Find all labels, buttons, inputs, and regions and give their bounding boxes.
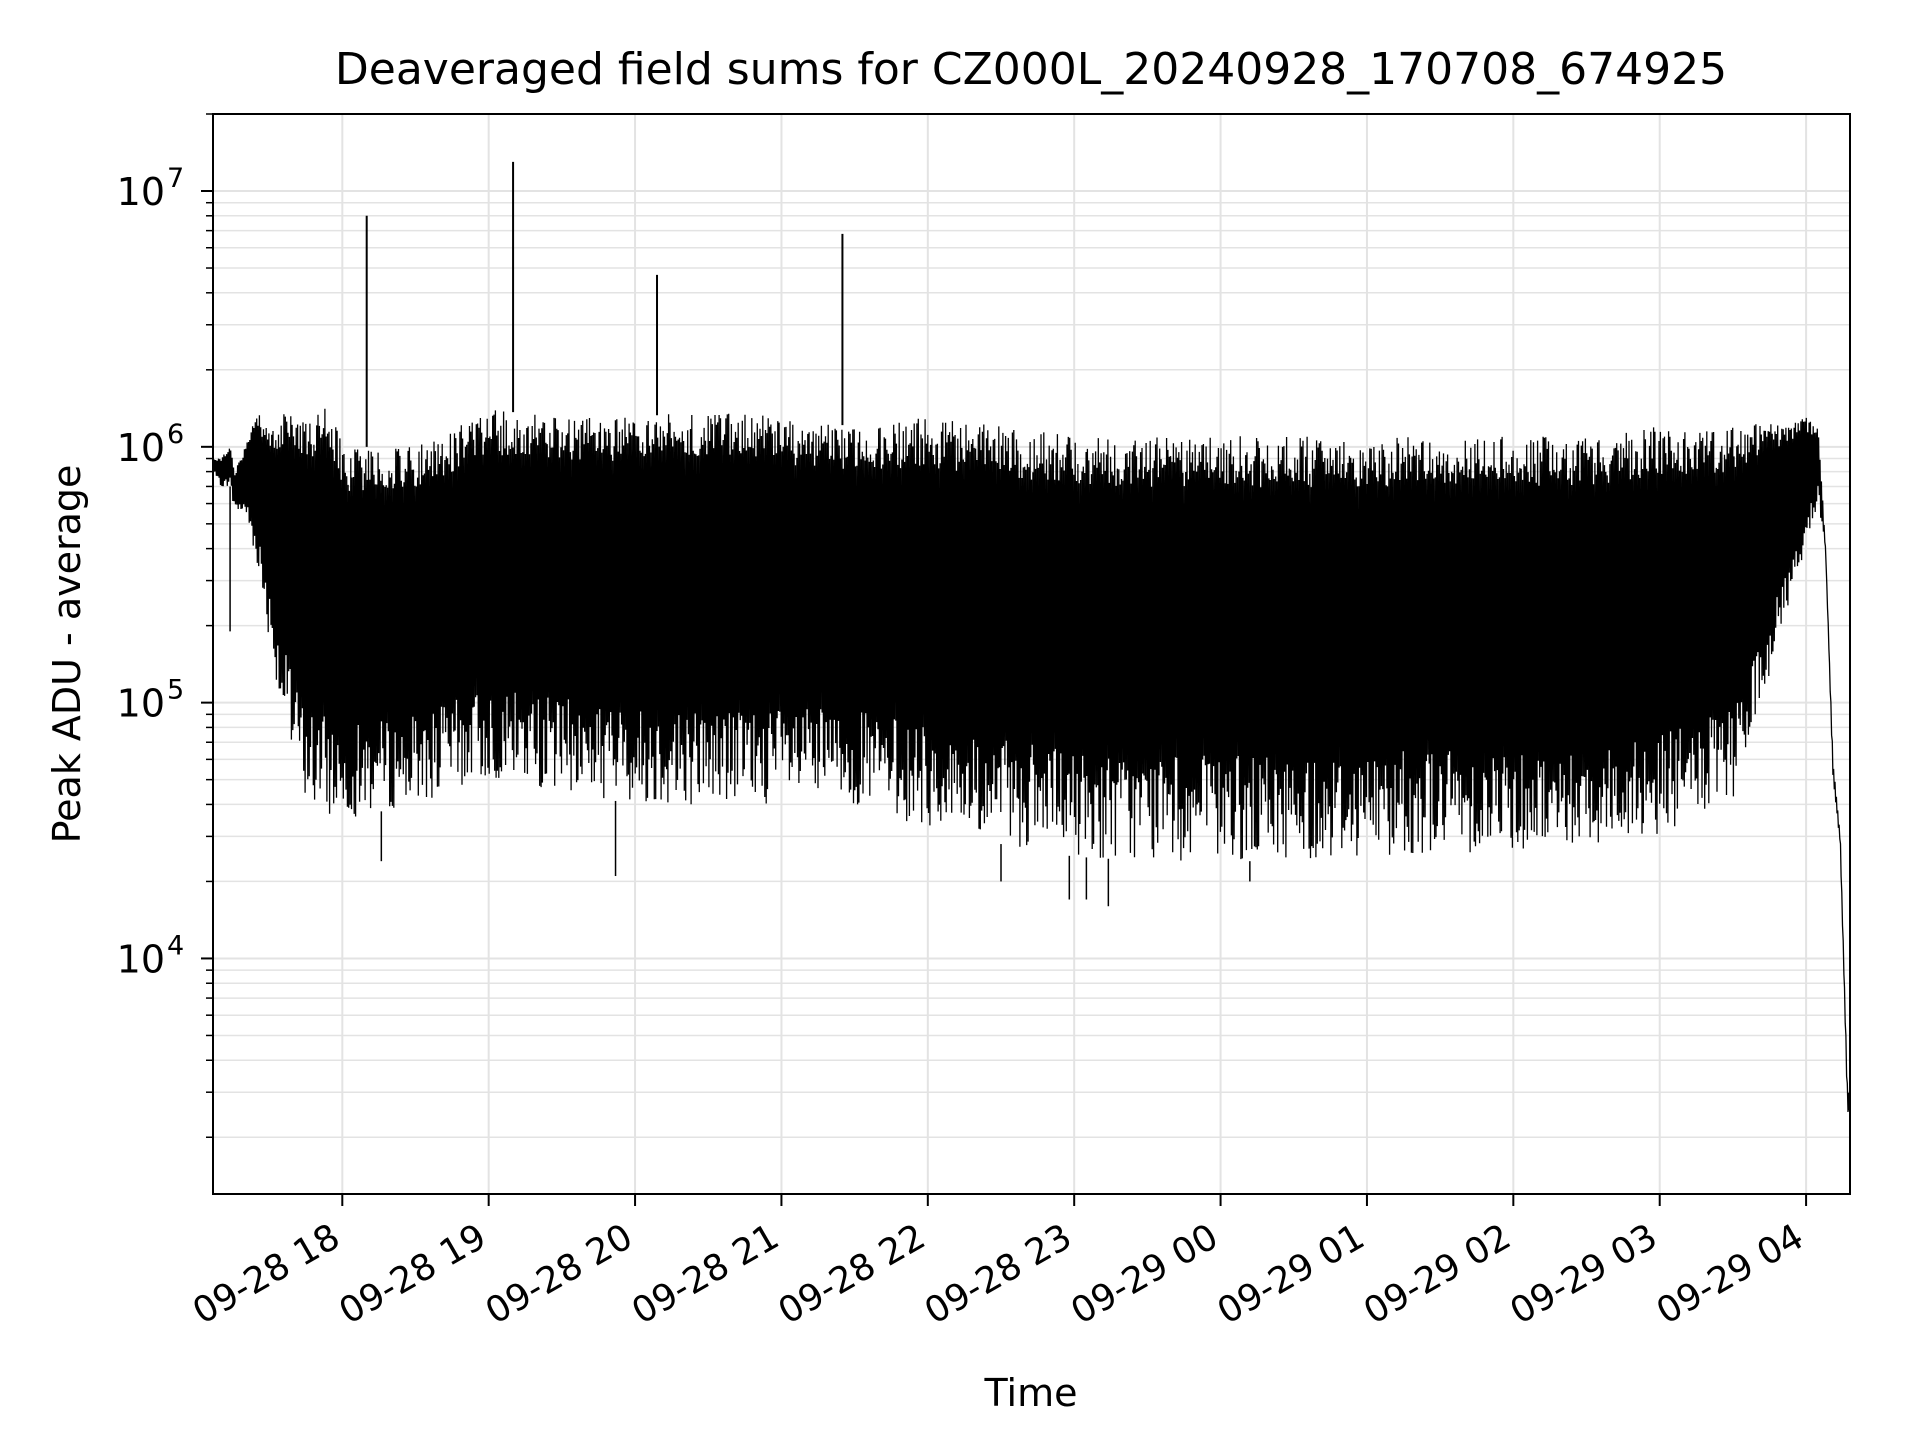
chart-title: Deaveraged field sums for CZ000L_2024092… [335, 44, 1727, 95]
y-axis-label: Peak ADU - average [45, 465, 89, 844]
plot-frame [212, 113, 1851, 1195]
y-tick-exponent: 5 [167, 675, 184, 706]
y-tick-label: 10 [117, 170, 165, 214]
series-line [212, 408, 1851, 1113]
y-tick-label: 10 [117, 937, 165, 981]
y-tick-exponent: 7 [167, 163, 184, 194]
data-series [212, 161, 1851, 1113]
y-tick-exponent: 4 [167, 930, 184, 961]
y-tick-label: 10 [117, 426, 165, 470]
y-tick-label: 10 [117, 682, 165, 726]
x-axis-label: Time [984, 1371, 1078, 1415]
y-tick-exponent: 6 [167, 419, 184, 450]
